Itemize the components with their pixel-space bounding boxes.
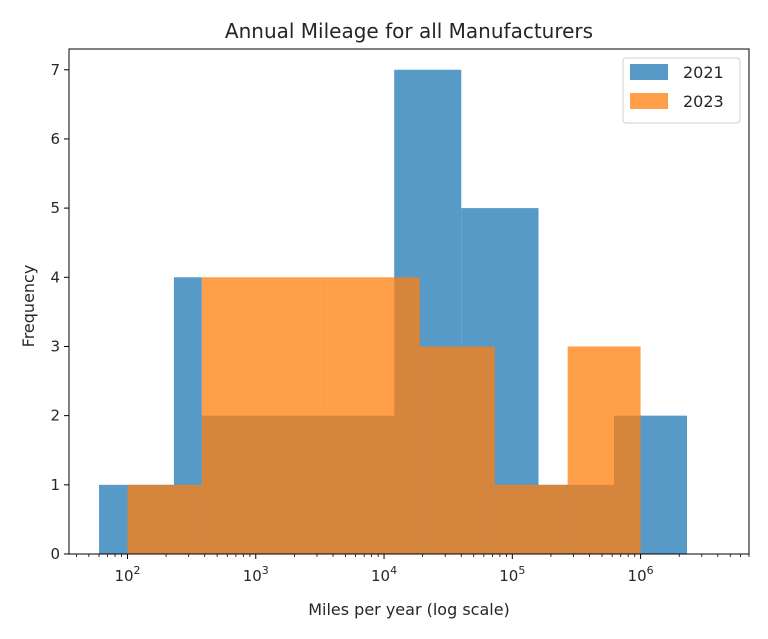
- bar-2023-4: [494, 484, 568, 554]
- x-tick-label: 106: [628, 564, 654, 585]
- x-axis-label: Miles per year (log scale): [308, 600, 510, 619]
- y-axis-label: Frequency: [19, 265, 38, 348]
- series-2023: [127, 277, 641, 554]
- legend: 2021 2023: [622, 57, 741, 124]
- y-tick-label: 6: [50, 130, 60, 148]
- plot-bars: [99, 69, 687, 555]
- bar-2023-0: [127, 484, 202, 554]
- y-tick-label: 4: [50, 268, 60, 286]
- bar-2023-5: [567, 346, 641, 554]
- x-tick-label: 103: [243, 564, 269, 585]
- bar-2023-1: [201, 277, 321, 554]
- legend-label-2021: 2021: [683, 63, 724, 82]
- y-tick-label: 1: [50, 476, 60, 494]
- y-tick-label: 7: [50, 61, 60, 79]
- bar-2023-3: [419, 346, 495, 554]
- y-axis: 0 1 2 3 4 5 6 7: [50, 61, 69, 563]
- y-tick-label: 3: [50, 337, 60, 355]
- x-tick-label: 105: [499, 564, 525, 585]
- chart-title: Annual Mileage for all Manufacturers: [225, 19, 593, 43]
- x-axis: 102 103 104 105 106: [76, 554, 750, 585]
- y-tick-label: 5: [50, 199, 60, 217]
- legend-swatch-2023: [630, 93, 668, 109]
- plot-frame: [68, 48, 750, 555]
- legend-label-2023: 2023: [683, 92, 724, 111]
- bar-2023-2: [320, 277, 420, 554]
- x-tick-label: 102: [114, 564, 140, 585]
- legend-swatch-2021: [630, 64, 668, 80]
- y-tick-label: 0: [50, 545, 60, 563]
- x-tick-label: 104: [371, 564, 397, 585]
- y-tick-label: 2: [50, 407, 60, 425]
